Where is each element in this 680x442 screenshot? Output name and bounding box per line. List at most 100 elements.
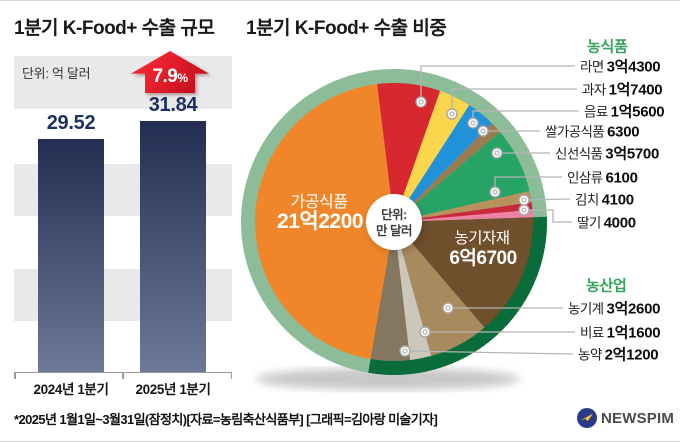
legend-item-name: 농기계 xyxy=(568,301,604,317)
callout-line xyxy=(404,350,574,355)
legend-item-value: 6100 xyxy=(605,169,638,187)
callout-marker xyxy=(477,125,489,137)
legend-item: 쌀가공식품 6300 xyxy=(545,121,640,142)
growth-percent-label: 7.9% xyxy=(131,66,209,89)
bar-chart-title: 1분기 K-Food+ 수출 규모 xyxy=(14,18,215,39)
center-circle xyxy=(366,194,422,250)
legend-item: 인삼류 6100 xyxy=(567,167,638,188)
pie-slice-8 xyxy=(394,209,533,222)
legend-item-value: 6300 xyxy=(607,123,640,141)
pie-chart-title: 1분기 K-Food+ 수출 비중 xyxy=(246,18,447,39)
pie-slice-12 xyxy=(370,222,411,361)
percent-sign: % xyxy=(177,71,188,85)
pie-outer-ring-dark xyxy=(368,216,547,375)
callout-marker xyxy=(467,117,479,129)
callout-marker-dot xyxy=(445,305,451,311)
legend-item-name: 신선식품 xyxy=(555,146,603,162)
legend-item-value: 1억5600 xyxy=(610,103,665,121)
pie-ground-shadow xyxy=(256,368,520,390)
pie-slice-7 xyxy=(394,202,533,222)
legend-item: 라면 3억4300 xyxy=(580,56,661,77)
callout-line xyxy=(524,209,572,223)
x-label-2025-q1: 2025년 1분기 xyxy=(135,382,211,397)
callout-marker xyxy=(491,147,503,159)
legend-item: 김치 4100 xyxy=(575,189,634,210)
pie-slice-1 xyxy=(377,83,441,222)
callout-line xyxy=(494,176,562,192)
callout-marker-dot xyxy=(521,197,527,203)
callout-marker-dot xyxy=(418,99,424,105)
legend-item-value: 3억2600 xyxy=(606,300,661,318)
pie-slice-11 xyxy=(394,222,432,361)
growth-percent-value: 7.9 xyxy=(152,66,178,87)
legend-item: 신선식품 3억5700 xyxy=(555,143,659,164)
callout-marker xyxy=(518,194,530,206)
callout-marker xyxy=(419,326,431,338)
legend-item: 농기계 3억2600 xyxy=(568,298,660,319)
callout-marker xyxy=(442,302,454,314)
callout-marker xyxy=(415,96,427,108)
callout-marker-dot xyxy=(402,348,408,354)
pie-unit-line2: 만 달러 xyxy=(376,223,412,238)
logo-text: NEWSPIM xyxy=(601,409,675,427)
callout-line xyxy=(451,88,577,114)
callout-marker-dot xyxy=(480,128,486,134)
label-gagongsikpum-value: 21억2200 xyxy=(277,210,363,233)
legend-item: 농약 2억1200 xyxy=(578,344,659,365)
callout-line xyxy=(420,65,575,102)
callout-line xyxy=(523,198,571,201)
pie-slice-6 xyxy=(394,191,532,222)
legend-item: 음료 1억5600 xyxy=(584,101,665,122)
legend-item-name: 음료 xyxy=(584,104,608,120)
legend-item: 과자 1억7400 xyxy=(582,79,663,100)
pie-unit-line1: 단위: xyxy=(381,207,407,222)
legend-item-value: 1억7400 xyxy=(608,81,663,99)
label-nonggijajae-value: 6억6700 xyxy=(449,247,516,269)
axis-tick xyxy=(122,373,124,379)
legend-item-name: 라면 xyxy=(580,59,604,75)
legend-item-value: 4100 xyxy=(601,191,634,209)
axis-tick xyxy=(230,373,232,379)
center-circle-shadow xyxy=(368,197,424,253)
legend-item-name: 농약 xyxy=(578,347,602,363)
legend-item: 비료 1억1600 xyxy=(580,322,661,343)
pie-slice-2 xyxy=(394,90,470,222)
legend-item-value: 4000 xyxy=(603,214,636,232)
growth-arrow: 7.9% xyxy=(131,51,209,93)
pie-slice-5 xyxy=(394,131,530,222)
axis-tick xyxy=(14,373,16,379)
bar-2024-q1 xyxy=(38,139,104,372)
pie-slice-10 xyxy=(394,222,485,356)
legend-item-value: 1억1600 xyxy=(606,324,661,342)
legend-item-value: 2억1200 xyxy=(604,346,659,364)
legend-group-header-2: 농산업 xyxy=(586,277,627,295)
callout-marker-dot xyxy=(521,207,527,213)
legend-group-header-1: 농식품 xyxy=(587,38,628,56)
callout-marker-dot xyxy=(492,189,498,195)
x-label-2024-q1: 2024년 1분기 xyxy=(33,382,109,397)
legend-item: 딸기 4000 xyxy=(577,212,636,233)
legend-item-name: 김치 xyxy=(575,192,599,208)
pie-slice-3 xyxy=(394,105,492,222)
callout-marker-dot xyxy=(494,150,500,156)
callout-marker-dot xyxy=(422,329,428,335)
pie-slice-4 xyxy=(394,123,500,222)
x-axis xyxy=(14,372,232,380)
callout-marker xyxy=(399,345,411,357)
source-note: *2025년 1월1일~3월31일(잠정치)[자료=농림축산식품부] [그래픽=… xyxy=(14,412,438,427)
legend-item-value: 3억4300 xyxy=(606,58,661,76)
label-nonggijajae-name: 농기자재 xyxy=(454,229,509,247)
bar-2025-q1 xyxy=(140,121,206,372)
bar-chart-unit-label: 단위: 억 달러 xyxy=(22,66,91,81)
pie-outer-ring-light xyxy=(241,69,547,375)
bar-value-2024: 29.52 xyxy=(46,112,96,134)
legend-item-name: 비료 xyxy=(580,325,604,341)
callout-marker xyxy=(489,186,501,198)
newspim-logo: NEWSPIM xyxy=(576,407,674,429)
pie-slice-13 xyxy=(255,84,394,360)
callout-marker xyxy=(446,108,458,120)
paper-plane-icon xyxy=(577,408,597,428)
legend-item-value: 3억5700 xyxy=(605,145,659,163)
callout-marker-dot xyxy=(449,111,455,117)
